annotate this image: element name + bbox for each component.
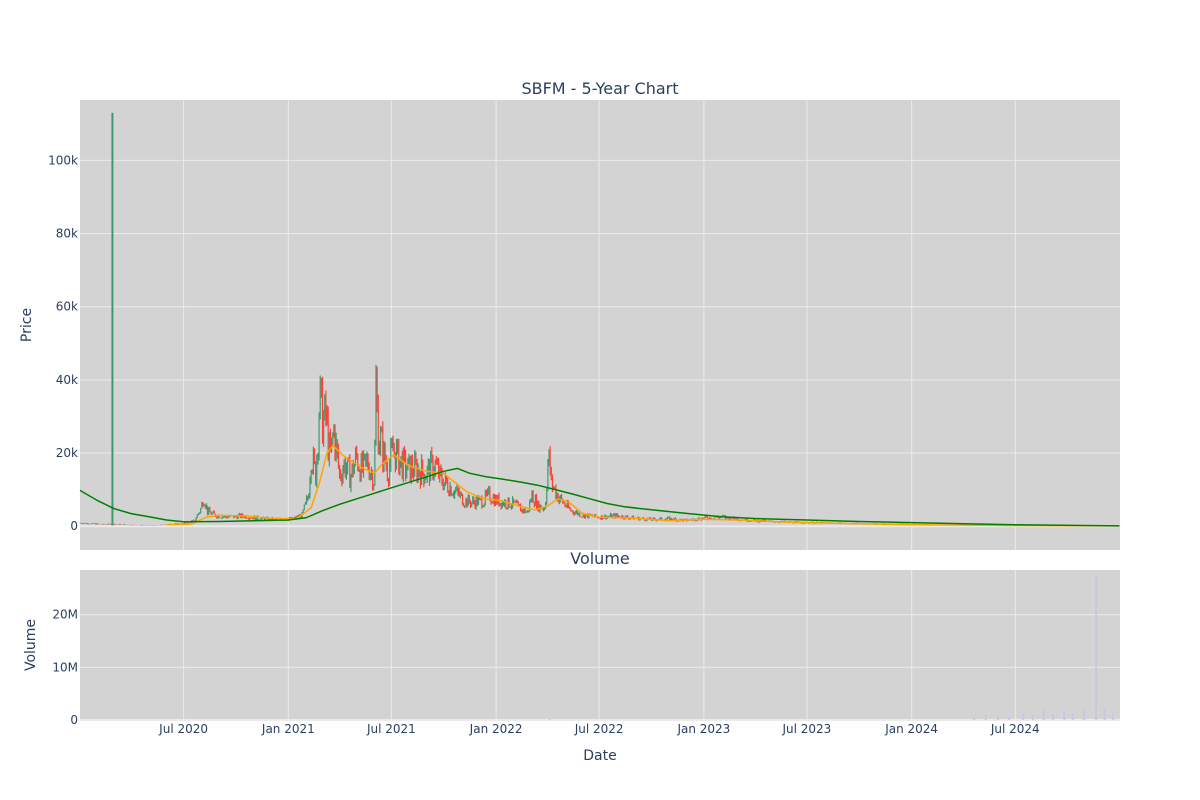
- price-panel: 0 20k 40k 60k 80k 100k SBFM - 5-Year Chart Pr…: [19, 79, 1121, 550]
- volume-bars: [548, 575, 1115, 720]
- volume-bar: [548, 718, 551, 720]
- volume-bar: [973, 717, 976, 720]
- x-tick-label: Jul 2024: [990, 722, 1040, 736]
- chart-title: SBFM - 5-Year Chart: [521, 79, 678, 98]
- price-y-tick-label: 60k: [56, 300, 78, 314]
- volume-y-tick-label: 20M: [52, 608, 78, 622]
- volume-bar: [1007, 716, 1010, 720]
- volume-y-ticks: 0 10M 20M: [52, 608, 78, 727]
- moving-average-long-line: [79, 467, 1120, 527]
- x-axis-title: Date: [583, 748, 616, 764]
- volume-bar: [1022, 713, 1025, 720]
- volume-bar: [1083, 710, 1086, 720]
- price-y-tick-label: 20k: [56, 446, 78, 460]
- x-tick-label: Jul 2021: [366, 722, 416, 736]
- volume-bar: [1103, 708, 1106, 720]
- volume-bar: [1112, 712, 1115, 720]
- price-y-tick-label: 0: [70, 519, 78, 533]
- volume-y-axis-title: Volume: [23, 619, 39, 671]
- volume-bar: [1095, 575, 1098, 720]
- x-tick-label: Jul 2020: [158, 722, 208, 736]
- price-y-ticks: 0 20k 40k 60k 80k 100k: [48, 153, 78, 533]
- volume-bar: [1051, 714, 1054, 720]
- x-axis-ticks: Jul 2020 Jan 2021 Jul 2021 Jan 2022 Jul 2022…: [158, 722, 1040, 736]
- volume-panel: 0 10M 20M Jul 2020 Jan 2021 Jul 2021 Jan 2022…: [23, 549, 1120, 764]
- price-plot-background: [80, 100, 1120, 550]
- volume-subplot-title: Volume: [570, 549, 630, 568]
- price-y-axis-title: Price: [19, 308, 35, 342]
- x-tick-label: Jan 2024: [884, 722, 938, 736]
- price-y-tick-label: 40k: [56, 373, 78, 387]
- volume-plot-background: [80, 570, 1120, 720]
- x-tick-label: Jul 2022: [574, 722, 624, 736]
- volume-bar: [1063, 712, 1066, 720]
- volume-bar: [1071, 713, 1074, 720]
- volume-y-tick-label: 0: [70, 713, 78, 727]
- volume-gridlines: [80, 570, 1120, 721]
- price-y-tick-label: 80k: [56, 227, 78, 241]
- price-gridlines: [80, 100, 1120, 550]
- moving-averages: [79, 444, 1120, 527]
- volume-y-tick-label: 10M: [52, 660, 78, 674]
- x-tick-label: Jan 2022: [469, 722, 523, 736]
- x-tick-label: Jan 2023: [676, 722, 730, 736]
- x-tick-label: Jul 2023: [781, 722, 831, 736]
- price-y-tick-label: 100k: [48, 153, 78, 167]
- volume-bar: [1042, 709, 1045, 720]
- x-tick-label: Jan 2021: [261, 722, 315, 736]
- volume-bar: [1031, 715, 1034, 720]
- moving-average-short-line: [166, 444, 1120, 527]
- volume-bar: [984, 714, 987, 720]
- volume-bar: [997, 715, 1000, 720]
